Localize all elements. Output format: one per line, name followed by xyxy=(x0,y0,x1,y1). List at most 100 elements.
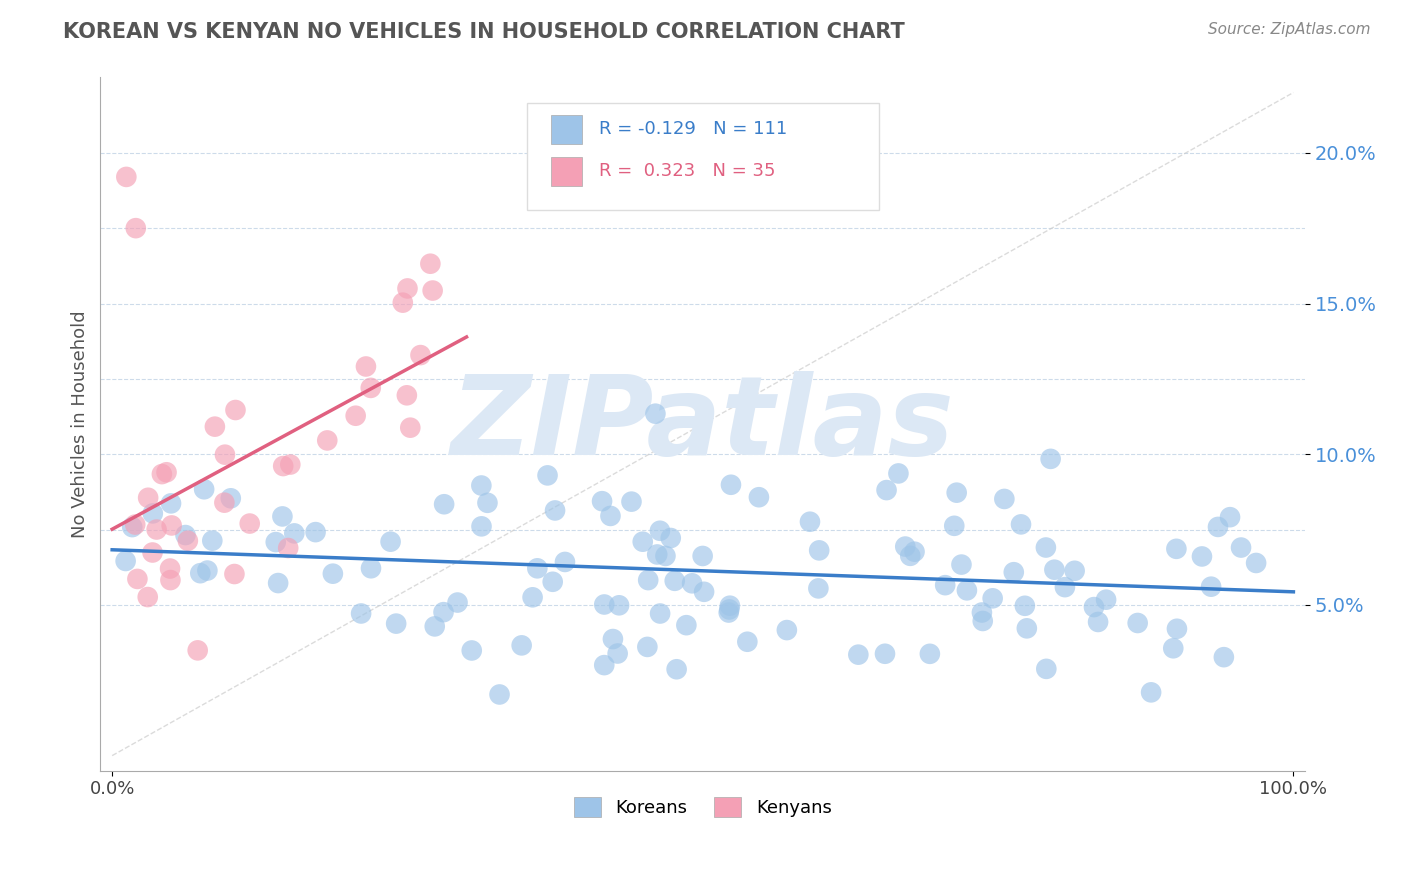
Point xyxy=(127,572,149,586)
Point xyxy=(1140,685,1163,699)
Point xyxy=(1126,615,1149,630)
Text: R =  0.323   N = 35: R = 0.323 N = 35 xyxy=(599,162,776,180)
Point xyxy=(409,348,432,362)
Point xyxy=(142,507,165,521)
Point xyxy=(195,564,218,578)
Point xyxy=(748,490,770,504)
Point xyxy=(918,647,941,661)
Point xyxy=(602,632,624,646)
Point xyxy=(1219,510,1241,524)
Point xyxy=(354,359,377,374)
Point xyxy=(283,526,305,541)
Point xyxy=(1087,615,1109,629)
Point xyxy=(155,465,177,479)
Point xyxy=(423,619,446,633)
Point xyxy=(659,531,682,545)
Point xyxy=(477,496,499,510)
Point xyxy=(510,639,533,653)
Point xyxy=(808,543,831,558)
Point xyxy=(692,549,714,563)
Point xyxy=(239,516,262,531)
Point xyxy=(204,419,226,434)
Point xyxy=(934,578,956,592)
Point xyxy=(898,549,921,563)
Point xyxy=(160,496,183,510)
Point xyxy=(799,515,821,529)
Point xyxy=(264,535,287,549)
Point xyxy=(526,561,548,575)
Point xyxy=(645,548,668,562)
Point xyxy=(606,647,628,661)
Point xyxy=(1212,650,1234,665)
Point xyxy=(159,573,181,587)
Point xyxy=(391,295,413,310)
Point xyxy=(201,533,224,548)
Point xyxy=(177,533,200,548)
Point xyxy=(385,616,408,631)
Point xyxy=(620,494,643,508)
Point xyxy=(350,607,373,621)
Point xyxy=(1166,541,1188,556)
Point xyxy=(1161,641,1184,656)
Point xyxy=(631,534,654,549)
Point xyxy=(737,634,759,648)
Point xyxy=(278,458,301,472)
Point xyxy=(432,605,454,619)
Point xyxy=(593,658,616,673)
Point xyxy=(945,485,967,500)
Text: ZIPatlas: ZIPatlas xyxy=(451,370,955,477)
Point xyxy=(956,583,979,598)
Text: Source: ZipAtlas.com: Source: ZipAtlas.com xyxy=(1208,22,1371,37)
Point xyxy=(1083,600,1105,615)
Point xyxy=(136,491,159,505)
Point xyxy=(693,584,716,599)
Point xyxy=(395,388,418,402)
Point xyxy=(981,591,1004,606)
Point xyxy=(1191,549,1213,564)
Point xyxy=(271,509,294,524)
Point xyxy=(316,434,339,448)
Point xyxy=(1039,451,1062,466)
Point xyxy=(1035,541,1057,555)
Point xyxy=(637,573,659,587)
Point xyxy=(322,566,344,581)
Point xyxy=(718,599,741,613)
Point xyxy=(807,582,830,596)
Point xyxy=(193,482,215,496)
Point xyxy=(1010,517,1032,532)
Point xyxy=(214,496,236,510)
Point xyxy=(599,508,621,523)
Point xyxy=(174,528,197,542)
Point xyxy=(846,648,869,662)
Point xyxy=(1015,621,1038,635)
Point xyxy=(887,467,910,481)
Point xyxy=(160,518,183,533)
Point xyxy=(488,688,510,702)
Point xyxy=(1002,565,1025,579)
Point xyxy=(665,662,688,676)
Point xyxy=(219,491,242,506)
Point xyxy=(470,478,492,492)
Point xyxy=(636,640,658,654)
Point xyxy=(396,281,419,295)
Point xyxy=(187,643,209,657)
Point xyxy=(654,549,676,563)
Point xyxy=(675,618,697,632)
Point xyxy=(150,467,173,482)
Point xyxy=(1166,622,1188,636)
Point xyxy=(544,503,567,517)
Point xyxy=(115,169,138,184)
Point xyxy=(591,494,613,508)
Point xyxy=(159,561,181,575)
Point xyxy=(536,468,558,483)
Point xyxy=(1035,662,1057,676)
Point xyxy=(644,407,666,421)
Point xyxy=(950,558,973,572)
Point xyxy=(554,555,576,569)
Point xyxy=(124,517,146,532)
Point xyxy=(1043,563,1066,577)
Point xyxy=(993,491,1015,506)
Point xyxy=(125,221,148,235)
Point xyxy=(607,599,630,613)
Point xyxy=(344,409,367,423)
